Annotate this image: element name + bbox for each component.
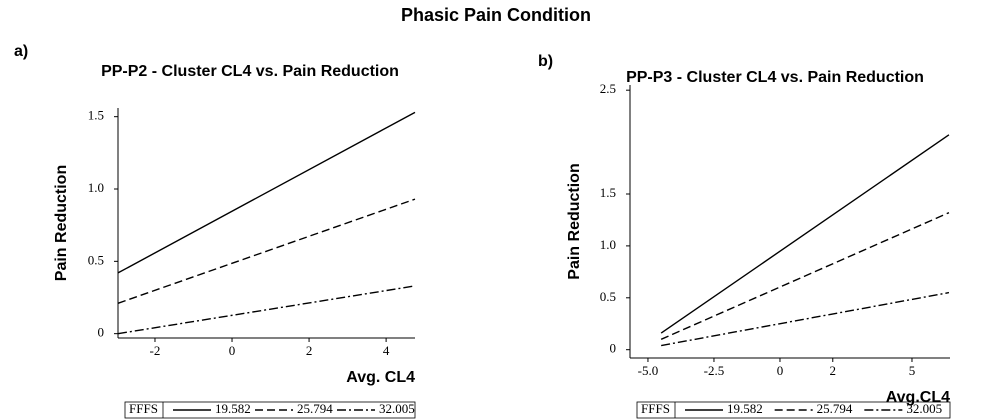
series-line (661, 291, 950, 347)
legend-label: 32.005 (906, 401, 942, 416)
series-line (117, 285, 416, 335)
x-tick-label: -2 (150, 343, 161, 358)
y-tick-label: 2.5 (600, 81, 616, 96)
y-tick-label: 1.0 (600, 237, 616, 252)
x-tick-label: 0 (229, 343, 236, 358)
x-axis-label: Avg. CL4 (346, 369, 415, 386)
series-line (660, 134, 950, 334)
legend-label: 19.582 (215, 401, 251, 416)
y-axis-label: Pain Reduction (566, 163, 583, 279)
chart-title: PP-P3 - Cluster CL4 vs. Pain Reduction (626, 69, 924, 86)
series-line (660, 212, 950, 340)
y-tick-label: 1.0 (88, 180, 104, 195)
y-tick-label: 0 (98, 325, 105, 340)
x-tick-label: 2 (306, 343, 313, 358)
legend-label: 25.794 (297, 401, 333, 416)
x-tick-label: 0 (777, 363, 784, 378)
y-tick-label: 1.5 (600, 185, 616, 200)
legend-title: FFFS (129, 401, 158, 416)
y-tick-label: 0.5 (88, 252, 104, 267)
y-tick-label: 1.5 (88, 108, 104, 123)
panel-label: b) (538, 53, 553, 70)
x-tick-label: -2.5 (704, 363, 725, 378)
legend-box (636, 401, 951, 419)
legend-label: 25.794 (817, 401, 853, 416)
legend-box (124, 401, 416, 419)
legend-label: 32.005 (379, 401, 415, 416)
x-tick-label: 5 (909, 363, 916, 378)
legend-label: 19.582 (727, 401, 763, 416)
y-tick-label: 0.5 (600, 289, 616, 304)
x-tick-label: 2 (830, 363, 837, 378)
x-tick-label: 4 (383, 343, 390, 358)
series-line (117, 111, 416, 274)
chart-title: PP-P2 - Cluster CL4 vs. Pain Reduction (101, 63, 399, 80)
y-axis-label: Pain Reduction (53, 165, 70, 281)
series-line (117, 198, 416, 304)
x-tick-label: -5.0 (638, 363, 659, 378)
legend-title: FFFS (641, 401, 670, 416)
y-tick-label: 0 (610, 341, 617, 356)
panel-label: a) (14, 43, 28, 60)
figure-title: Phasic Pain Condition (401, 5, 591, 25)
